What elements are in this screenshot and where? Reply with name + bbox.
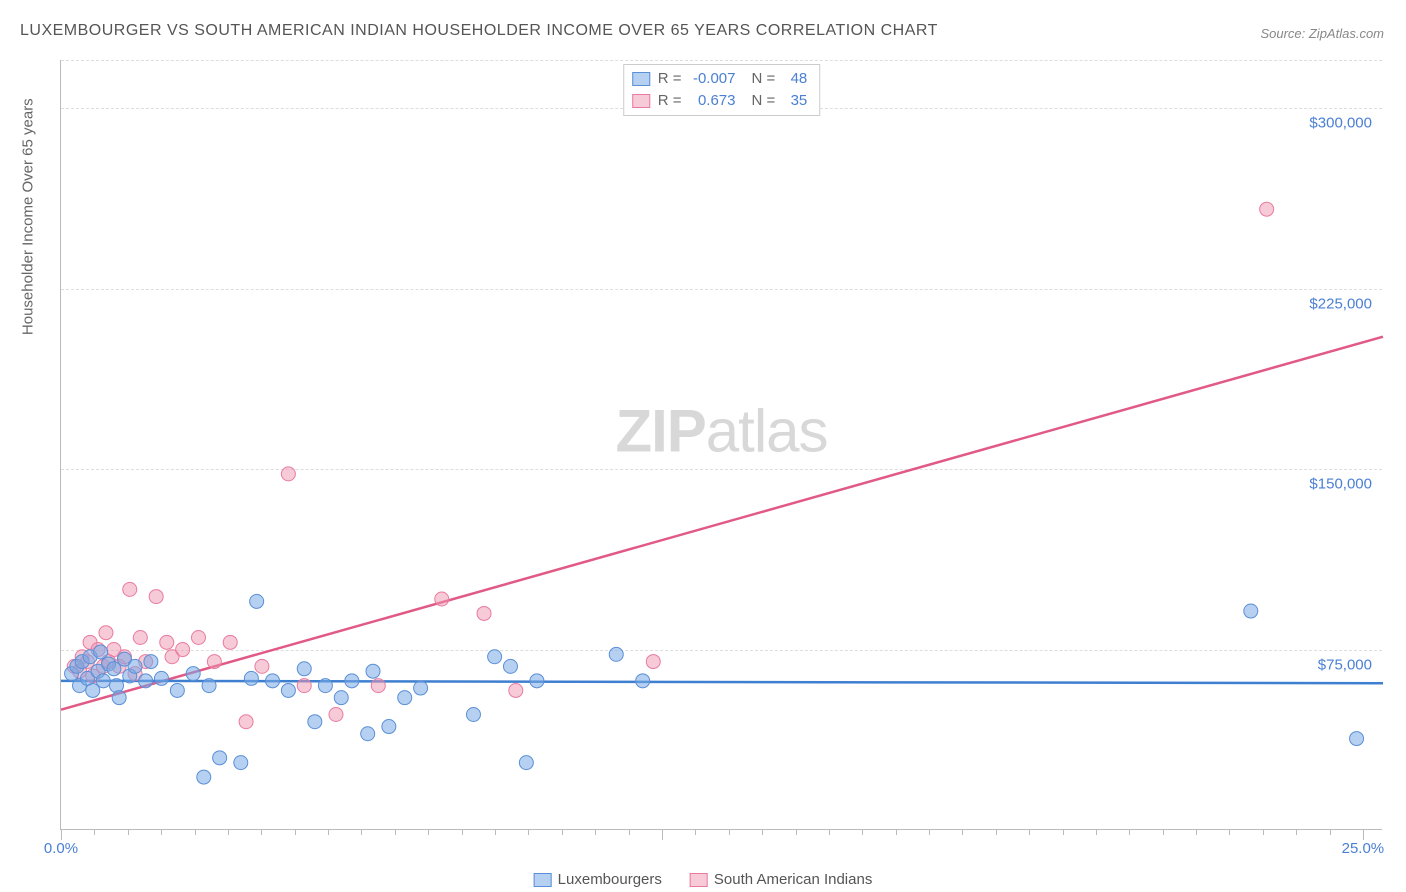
x-tick (61, 829, 62, 840)
x-tick (1229, 829, 1230, 835)
x-tick (195, 829, 196, 835)
x-tick (1363, 829, 1364, 840)
x-tick (1163, 829, 1164, 835)
stat-r-a: -0.007 (688, 68, 736, 90)
legend-label-b: South American Indians (714, 871, 872, 888)
x-tick (528, 829, 529, 835)
x-tick (1029, 829, 1030, 835)
x-tick (562, 829, 563, 835)
x-tick (1063, 829, 1064, 835)
x-tick (128, 829, 129, 835)
x-tick (328, 829, 329, 835)
source-attribution: Source: ZipAtlas.com (1260, 26, 1384, 41)
x-tick (1196, 829, 1197, 835)
stat-n-a: 48 (781, 68, 807, 90)
x-tick (94, 829, 95, 835)
x-tick (729, 829, 730, 835)
x-tick (361, 829, 362, 835)
x-tick (962, 829, 963, 835)
x-tick (1296, 829, 1297, 835)
legend-item-a: Luxembourgers (534, 871, 662, 888)
x-tick (896, 829, 897, 835)
x-tick (462, 829, 463, 835)
legend-swatch-a (534, 873, 552, 887)
x-tick (595, 829, 596, 835)
x-tick (762, 829, 763, 835)
x-tick (662, 829, 663, 840)
stats-row-b: R = 0.673 N = 35 (632, 90, 808, 112)
x-tick (1330, 829, 1331, 835)
legend-label-a: Luxembourgers (558, 871, 662, 888)
x-tick-label: 25.0% (1342, 840, 1385, 857)
x-tick (996, 829, 997, 835)
x-tick (1129, 829, 1130, 835)
plot-area: ZIPatlas $75,000$150,000$225,000$300,000… (60, 60, 1382, 830)
x-tick (862, 829, 863, 835)
y-axis-title: Householder Income Over 65 years (20, 98, 37, 335)
stat-r-label-b: R = (658, 90, 682, 112)
x-tick-label: 0.0% (44, 840, 78, 857)
x-tick (1263, 829, 1264, 835)
plot-svg (61, 60, 1382, 829)
x-tick (629, 829, 630, 835)
stat-r-b: 0.673 (688, 90, 736, 112)
x-tick (929, 829, 930, 835)
x-tick (495, 829, 496, 835)
swatch-series-a (632, 72, 650, 86)
stat-n-label: N = (752, 68, 776, 90)
x-tick (295, 829, 296, 835)
x-tick (695, 829, 696, 835)
stat-r-label: R = (658, 68, 682, 90)
x-tick (228, 829, 229, 835)
legend-item-b: South American Indians (690, 871, 872, 888)
stats-legend: R = -0.007 N = 48 R = 0.673 N = 35 (623, 64, 821, 116)
x-tick (829, 829, 830, 835)
x-tick (796, 829, 797, 835)
x-tick (261, 829, 262, 835)
stats-row-a: R = -0.007 N = 48 (632, 68, 808, 90)
x-tick (428, 829, 429, 835)
x-tick (1096, 829, 1097, 835)
x-tick (161, 829, 162, 835)
stat-n-label-b: N = (752, 90, 776, 112)
stat-n-b: 35 (781, 90, 807, 112)
x-tick (395, 829, 396, 835)
bottom-legend: Luxembourgers South American Indians (534, 871, 873, 888)
swatch-series-b (632, 94, 650, 108)
chart-title: LUXEMBOURGER VS SOUTH AMERICAN INDIAN HO… (20, 22, 938, 40)
legend-swatch-b (690, 873, 708, 887)
